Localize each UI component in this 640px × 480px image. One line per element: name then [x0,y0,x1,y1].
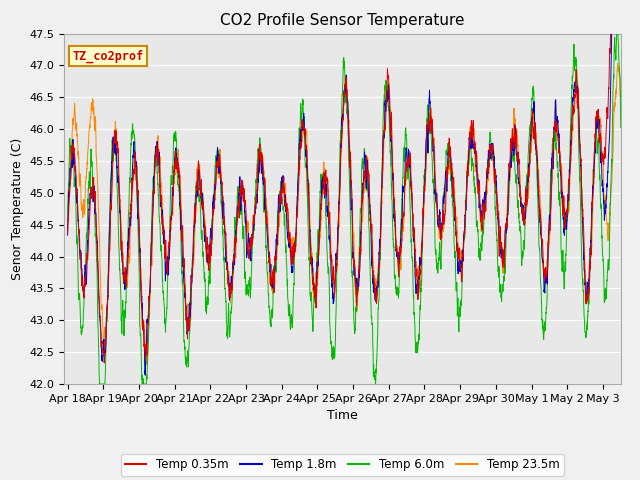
Y-axis label: Senor Temperature (C): Senor Temperature (C) [11,138,24,280]
Title: CO2 Profile Sensor Temperature: CO2 Profile Sensor Temperature [220,13,465,28]
X-axis label: Time: Time [327,409,358,422]
Legend: Temp 0.35m, Temp 1.8m, Temp 6.0m, Temp 23.5m: Temp 0.35m, Temp 1.8m, Temp 6.0m, Temp 2… [120,454,564,476]
Text: TZ_co2prof: TZ_co2prof [72,49,143,63]
